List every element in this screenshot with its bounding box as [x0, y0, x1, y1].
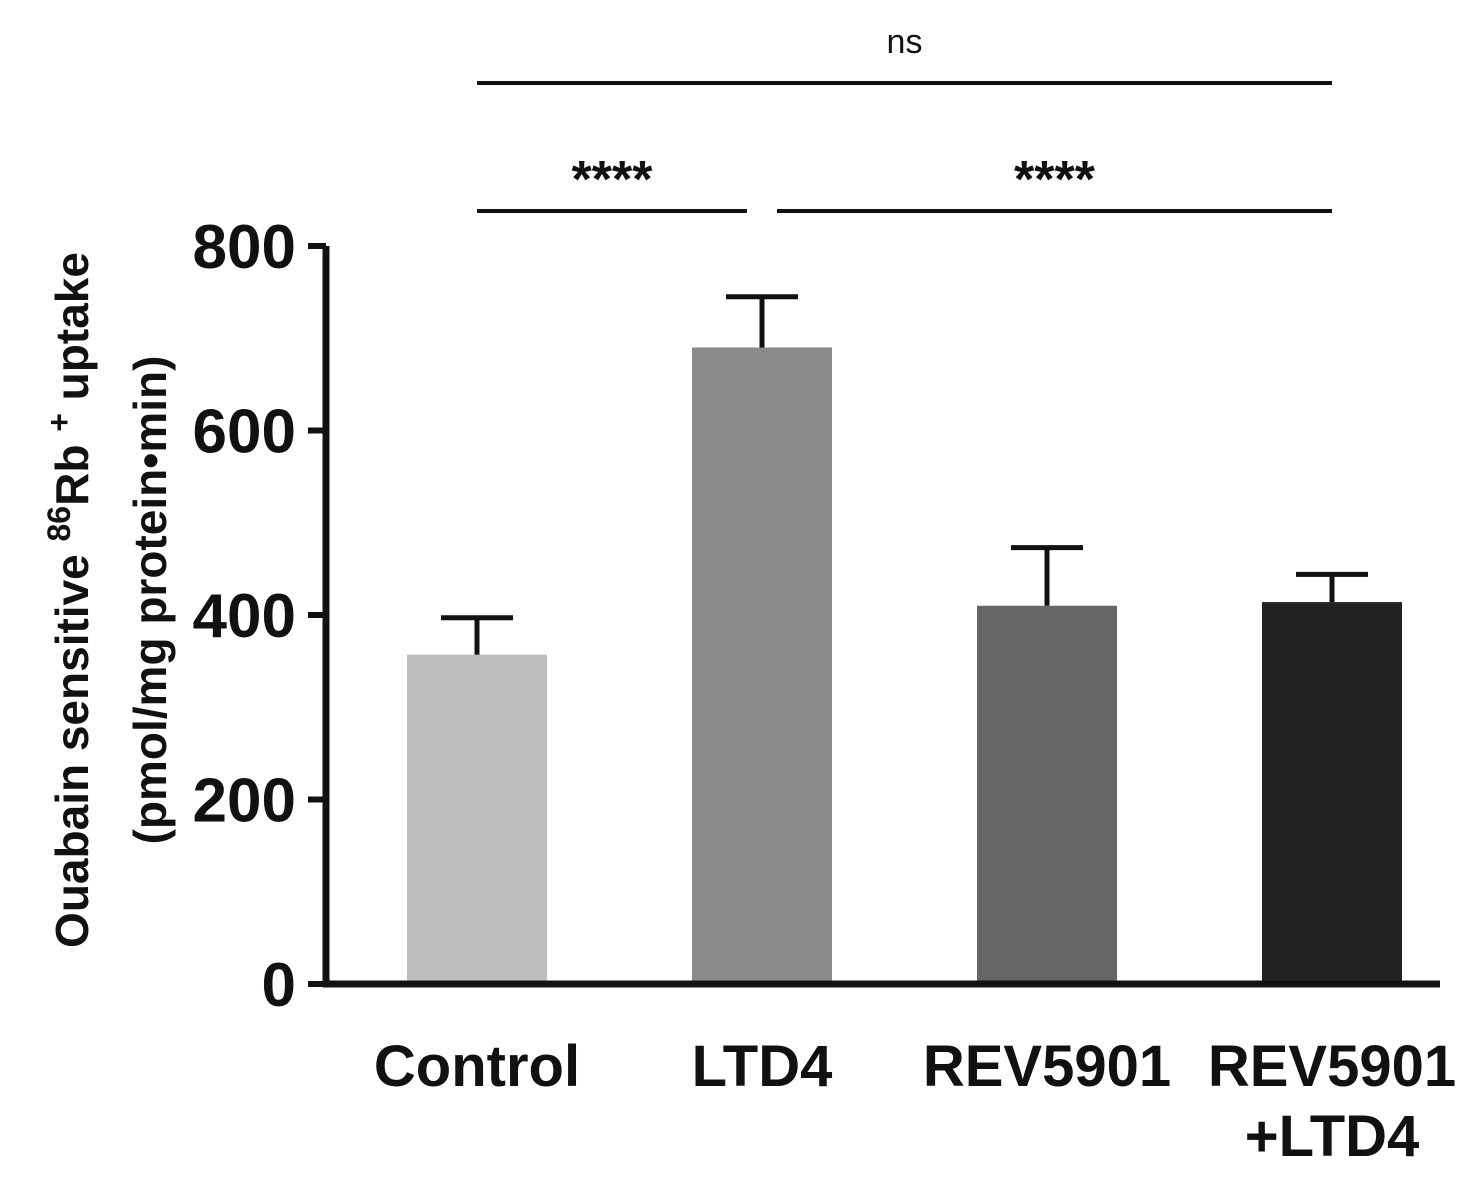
- x-category-label-2-0: REV5901: [923, 1034, 1171, 1099]
- x-category-label-1-0: LTD4: [692, 1034, 833, 1099]
- y-axis-label: Ouabain sensitive 86Rb + uptake (pmol/mg…: [41, 252, 176, 948]
- y-tick-label-3: 600: [193, 398, 296, 467]
- bar-1: [692, 347, 832, 985]
- y-tick-label-0: 0: [262, 951, 296, 1020]
- x-category-label-3-1: +LTD4: [1245, 1104, 1420, 1169]
- significance-label-1: ****: [1014, 151, 1096, 209]
- y-axis-label-line2: (pmol/mg protein•min): [124, 356, 176, 845]
- significance-label-0: ****: [572, 151, 654, 209]
- x-category-label-3-0: REV5901: [1208, 1034, 1456, 1099]
- y-axis-label-line1: Ouabain sensitive 86Rb + uptake: [41, 252, 98, 948]
- y-tick-label-1: 200: [193, 767, 296, 836]
- significance-label-2: ns: [887, 23, 923, 61]
- y-tick-label-4: 800: [193, 213, 296, 282]
- bar-3: [1262, 602, 1402, 984]
- bar-0: [407, 654, 547, 984]
- bar-2: [977, 605, 1117, 984]
- x-category-label-0-0: Control: [374, 1034, 580, 1099]
- y-tick-label-2: 400: [193, 582, 296, 651]
